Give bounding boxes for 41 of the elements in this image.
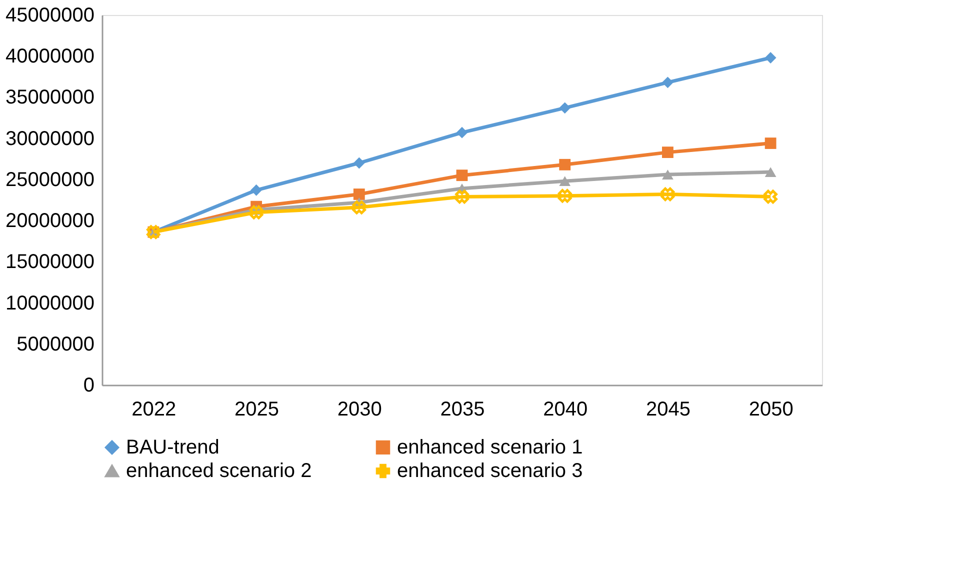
- point: [352, 200, 366, 214]
- point: [660, 187, 675, 202]
- point: [559, 158, 571, 170]
- y-tick-label: 25000000: [6, 168, 94, 191]
- point: [764, 52, 776, 64]
- point: [456, 170, 468, 182]
- point: [662, 146, 674, 158]
- y-tick-label: 45000000: [6, 4, 94, 26]
- point: [249, 205, 264, 220]
- x-tick-label: 2030: [337, 398, 382, 420]
- y-tick-label: 15000000: [6, 251, 94, 274]
- point: [764, 138, 776, 149]
- point: [559, 176, 571, 186]
- point: [353, 157, 365, 169]
- x-tick-label: 2050: [748, 398, 794, 420]
- y-tick-label: 20000000: [6, 210, 94, 232]
- point: [764, 190, 778, 204]
- legend-label: enhanced scenario 2: [126, 460, 312, 482]
- x-tick-label: 2025: [234, 398, 280, 420]
- y-tick-label: 30000000: [6, 128, 94, 150]
- legend-label: enhanced scenario 3: [397, 460, 583, 482]
- y-tick-label: 35000000: [6, 86, 94, 109]
- point: [662, 170, 674, 180]
- point: [764, 167, 776, 177]
- x-tick-label: 2045: [646, 398, 690, 420]
- legend-label: enhanced scenario 1: [397, 436, 583, 458]
- y-tick-label: 0: [83, 374, 94, 396]
- y-tick-label: 5000000: [16, 333, 94, 356]
- y-tick-label: 10000000: [6, 292, 94, 314]
- point: [559, 102, 571, 114]
- point: [250, 184, 262, 196]
- point: [353, 188, 365, 200]
- x-tick-label: 2035: [440, 398, 485, 420]
- point: [456, 126, 468, 138]
- point: [455, 190, 469, 204]
- point: [662, 76, 674, 88]
- y-tick-label: 40000000: [6, 46, 94, 68]
- point: [558, 188, 572, 203]
- x-tick-label: 2022: [132, 398, 176, 420]
- x-tick-label: 2040: [543, 398, 588, 420]
- legend-label: BAU-trend: [126, 436, 220, 458]
